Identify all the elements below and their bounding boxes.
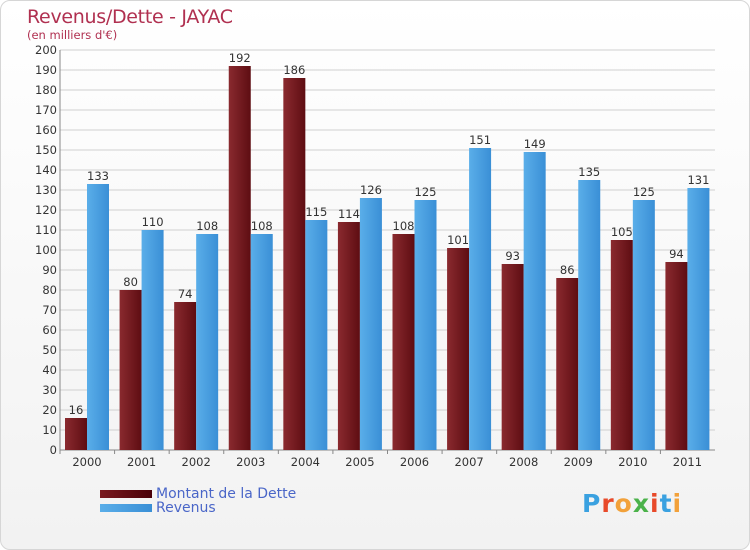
- y-tick-label: 170: [35, 103, 57, 117]
- bar-revenus: [359, 198, 382, 450]
- x-tick-label: 2003: [236, 455, 265, 469]
- data-label: 101: [447, 233, 469, 247]
- x-tick-label: 2001: [127, 455, 156, 469]
- bar-dette: [447, 248, 470, 450]
- data-label: 151: [469, 133, 491, 147]
- proxiti-logo: Proxiti: [582, 489, 682, 518]
- x-tick-label: 2004: [291, 455, 320, 469]
- y-tick-label: 180: [35, 83, 57, 97]
- data-label: 125: [633, 185, 655, 199]
- x-tick-label: 2002: [182, 455, 211, 469]
- bar-dette: [610, 240, 633, 450]
- chart-subtitle: (en milliers d'€): [27, 28, 118, 42]
- y-tick-label: 100: [35, 243, 57, 257]
- legend-item-debt: Montant de la Dette: [100, 486, 297, 502]
- data-label: 186: [283, 63, 305, 77]
- y-tick-label: 190: [35, 63, 57, 77]
- y-tick-label: 10: [42, 423, 57, 437]
- x-tick-label: 2007: [454, 455, 483, 469]
- data-label: 86: [560, 263, 575, 277]
- logo-letter: i: [650, 489, 660, 518]
- data-label: 80: [123, 275, 138, 289]
- y-tick-label: 160: [35, 123, 57, 137]
- y-tick-label: 150: [35, 143, 57, 157]
- data-label: 135: [578, 165, 600, 179]
- bar-dette: [556, 278, 579, 450]
- data-label: 108: [196, 219, 218, 233]
- data-label: 149: [524, 137, 546, 151]
- data-label: 94: [669, 247, 684, 261]
- logo-letter: x: [632, 489, 650, 518]
- y-tick-label: 200: [35, 43, 57, 57]
- data-label: 115: [305, 205, 327, 219]
- bar-dette: [392, 234, 415, 450]
- legend-swatch-revenus: [100, 504, 152, 512]
- bar-dette: [501, 264, 524, 450]
- y-tick-label: 30: [42, 383, 57, 397]
- bar-revenus: [196, 234, 219, 450]
- bar-revenus: [141, 230, 164, 450]
- data-label: 74: [178, 287, 193, 301]
- bar-revenus: [250, 234, 273, 450]
- y-tick-label: 0: [50, 443, 57, 457]
- logo-letter: r: [601, 489, 615, 518]
- logo-letter: t: [659, 489, 673, 518]
- data-label: 125: [415, 185, 437, 199]
- legend-label-debt: Montant de la Dette: [156, 486, 297, 502]
- legend-item-revenus: Revenus: [100, 500, 216, 516]
- logo-letter: o: [614, 489, 633, 518]
- bar-revenus: [469, 148, 492, 450]
- y-tick-label: 40: [42, 363, 57, 377]
- bar-dette: [119, 290, 142, 450]
- data-label: 108: [393, 219, 415, 233]
- x-tick-label: 2011: [673, 455, 702, 469]
- bar-revenus: [687, 188, 710, 450]
- data-label: 105: [611, 225, 633, 239]
- bar-revenus: [578, 180, 601, 450]
- x-tick-label: 2005: [345, 455, 374, 469]
- data-label: 110: [142, 215, 164, 229]
- bar-dette: [665, 262, 688, 450]
- chart-title: Revenus/Dette - JAYAC: [27, 6, 233, 28]
- bar-dette: [283, 78, 306, 450]
- y-tick-label: 120: [35, 203, 57, 217]
- x-tick-label: 2010: [618, 455, 647, 469]
- y-tick-label: 90: [42, 263, 57, 277]
- bar-revenus: [632, 200, 655, 450]
- x-tick-label: 2008: [509, 455, 538, 469]
- x-tick-label: 2009: [564, 455, 593, 469]
- data-label: 93: [505, 249, 520, 263]
- y-tick-label: 60: [42, 323, 57, 337]
- data-label: 108: [251, 219, 273, 233]
- y-tick-label: 110: [35, 223, 57, 237]
- bar-dette: [337, 222, 360, 450]
- logo-letter: P: [582, 489, 602, 518]
- bar-revenus: [523, 152, 546, 450]
- x-tick-label: 2006: [400, 455, 429, 469]
- data-label: 192: [229, 51, 251, 65]
- data-label: 114: [338, 207, 360, 221]
- legend-swatch-debt: [100, 490, 152, 498]
- bar-dette: [228, 66, 251, 450]
- y-tick-label: 70: [42, 303, 57, 317]
- data-label: 126: [360, 183, 382, 197]
- y-tick-label: 140: [35, 163, 57, 177]
- bar-revenus: [87, 184, 109, 450]
- y-tick-label: 130: [35, 183, 57, 197]
- bar-dette: [65, 418, 87, 450]
- bar-dette: [174, 302, 197, 450]
- y-tick-label: 20: [42, 403, 57, 417]
- y-tick-label: 80: [42, 283, 57, 297]
- logo-letter: i: [672, 489, 683, 518]
- data-label: 133: [87, 169, 109, 183]
- x-tick-label: 2000: [72, 455, 101, 469]
- data-label: 131: [687, 173, 709, 187]
- legend-label-revenus: Revenus: [156, 500, 216, 516]
- bar-revenus: [305, 220, 328, 450]
- bar-revenus: [414, 200, 437, 450]
- y-tick-label: 50: [42, 343, 57, 357]
- data-label: 16: [69, 403, 84, 417]
